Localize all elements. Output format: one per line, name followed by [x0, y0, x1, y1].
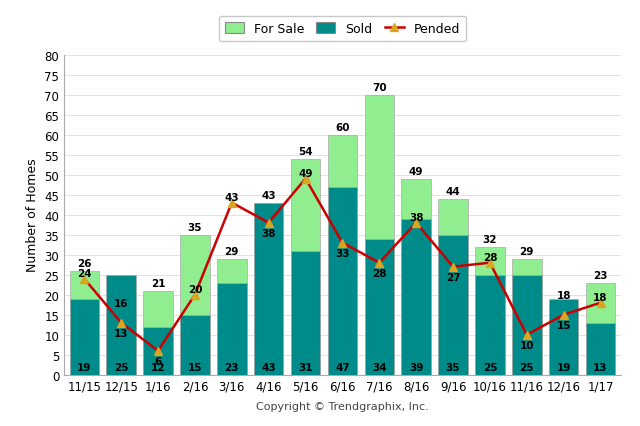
Text: 70: 70	[372, 83, 387, 93]
Text: 54: 54	[298, 147, 313, 157]
Text: 25: 25	[520, 362, 534, 371]
Text: 29: 29	[520, 247, 534, 256]
Text: 43: 43	[261, 362, 276, 371]
Text: 23: 23	[593, 271, 608, 281]
Text: 28: 28	[372, 268, 387, 278]
Text: 38: 38	[261, 228, 276, 238]
X-axis label: Copyright © Trendgraphix, Inc.: Copyright © Trendgraphix, Inc.	[256, 401, 429, 411]
Bar	[438, 199, 468, 375]
Text: 28: 28	[483, 252, 497, 262]
Text: 47: 47	[335, 362, 350, 371]
Bar	[328, 187, 357, 375]
Bar	[586, 323, 615, 375]
Text: 26: 26	[77, 259, 92, 269]
Text: 13: 13	[593, 362, 608, 371]
Bar	[365, 239, 394, 375]
Bar	[254, 203, 284, 375]
Text: 21: 21	[151, 279, 165, 289]
Text: 20: 20	[188, 284, 202, 294]
Text: 15: 15	[556, 320, 571, 330]
Bar	[401, 219, 431, 375]
Bar	[328, 135, 357, 375]
Legend: For Sale, Sold, Pended: For Sale, Sold, Pended	[219, 17, 466, 42]
Text: 35: 35	[188, 223, 202, 233]
Bar	[291, 159, 320, 375]
Bar	[143, 291, 173, 375]
Bar	[106, 275, 136, 375]
Bar	[217, 283, 246, 375]
Text: 38: 38	[409, 212, 424, 222]
Text: 25: 25	[114, 362, 129, 371]
Text: 18: 18	[556, 291, 571, 301]
Text: 43: 43	[261, 191, 276, 201]
Bar	[549, 299, 579, 375]
Text: 31: 31	[298, 362, 313, 371]
Text: 49: 49	[298, 168, 313, 178]
Text: 24: 24	[77, 268, 92, 278]
Bar	[143, 327, 173, 375]
Text: 32: 32	[483, 235, 497, 245]
Text: 39: 39	[409, 362, 423, 371]
Text: 16: 16	[114, 299, 129, 308]
Y-axis label: Number of Homes: Number of Homes	[26, 158, 38, 272]
Bar	[512, 259, 541, 375]
Bar	[365, 95, 394, 375]
Text: 19: 19	[77, 362, 92, 371]
Bar	[180, 315, 210, 375]
Text: 29: 29	[225, 247, 239, 256]
Bar	[217, 259, 246, 375]
Text: 33: 33	[335, 248, 349, 258]
Text: 18: 18	[593, 292, 608, 302]
Bar	[291, 251, 320, 375]
Text: 25: 25	[483, 362, 497, 371]
Bar	[586, 283, 615, 375]
Bar	[475, 247, 505, 375]
Bar	[512, 275, 541, 375]
Text: 35: 35	[446, 362, 460, 371]
Bar	[438, 235, 468, 375]
Bar	[401, 179, 431, 375]
Bar	[180, 235, 210, 375]
Text: 10: 10	[520, 340, 534, 350]
Bar	[70, 271, 99, 375]
Text: 19: 19	[556, 362, 571, 371]
Text: 23: 23	[225, 362, 239, 371]
Text: 15: 15	[188, 362, 202, 371]
Text: 49: 49	[409, 167, 424, 177]
Text: 44: 44	[445, 187, 460, 197]
Text: 60: 60	[335, 123, 349, 133]
Text: 27: 27	[445, 272, 460, 282]
Bar	[70, 299, 99, 375]
Bar	[254, 203, 284, 375]
Bar	[106, 311, 136, 375]
Bar	[475, 275, 505, 375]
Text: 34: 34	[372, 362, 387, 371]
Text: 43: 43	[225, 192, 239, 202]
Bar	[549, 303, 579, 375]
Text: 13: 13	[114, 328, 129, 338]
Text: 12: 12	[151, 362, 165, 371]
Text: 6: 6	[154, 356, 162, 366]
